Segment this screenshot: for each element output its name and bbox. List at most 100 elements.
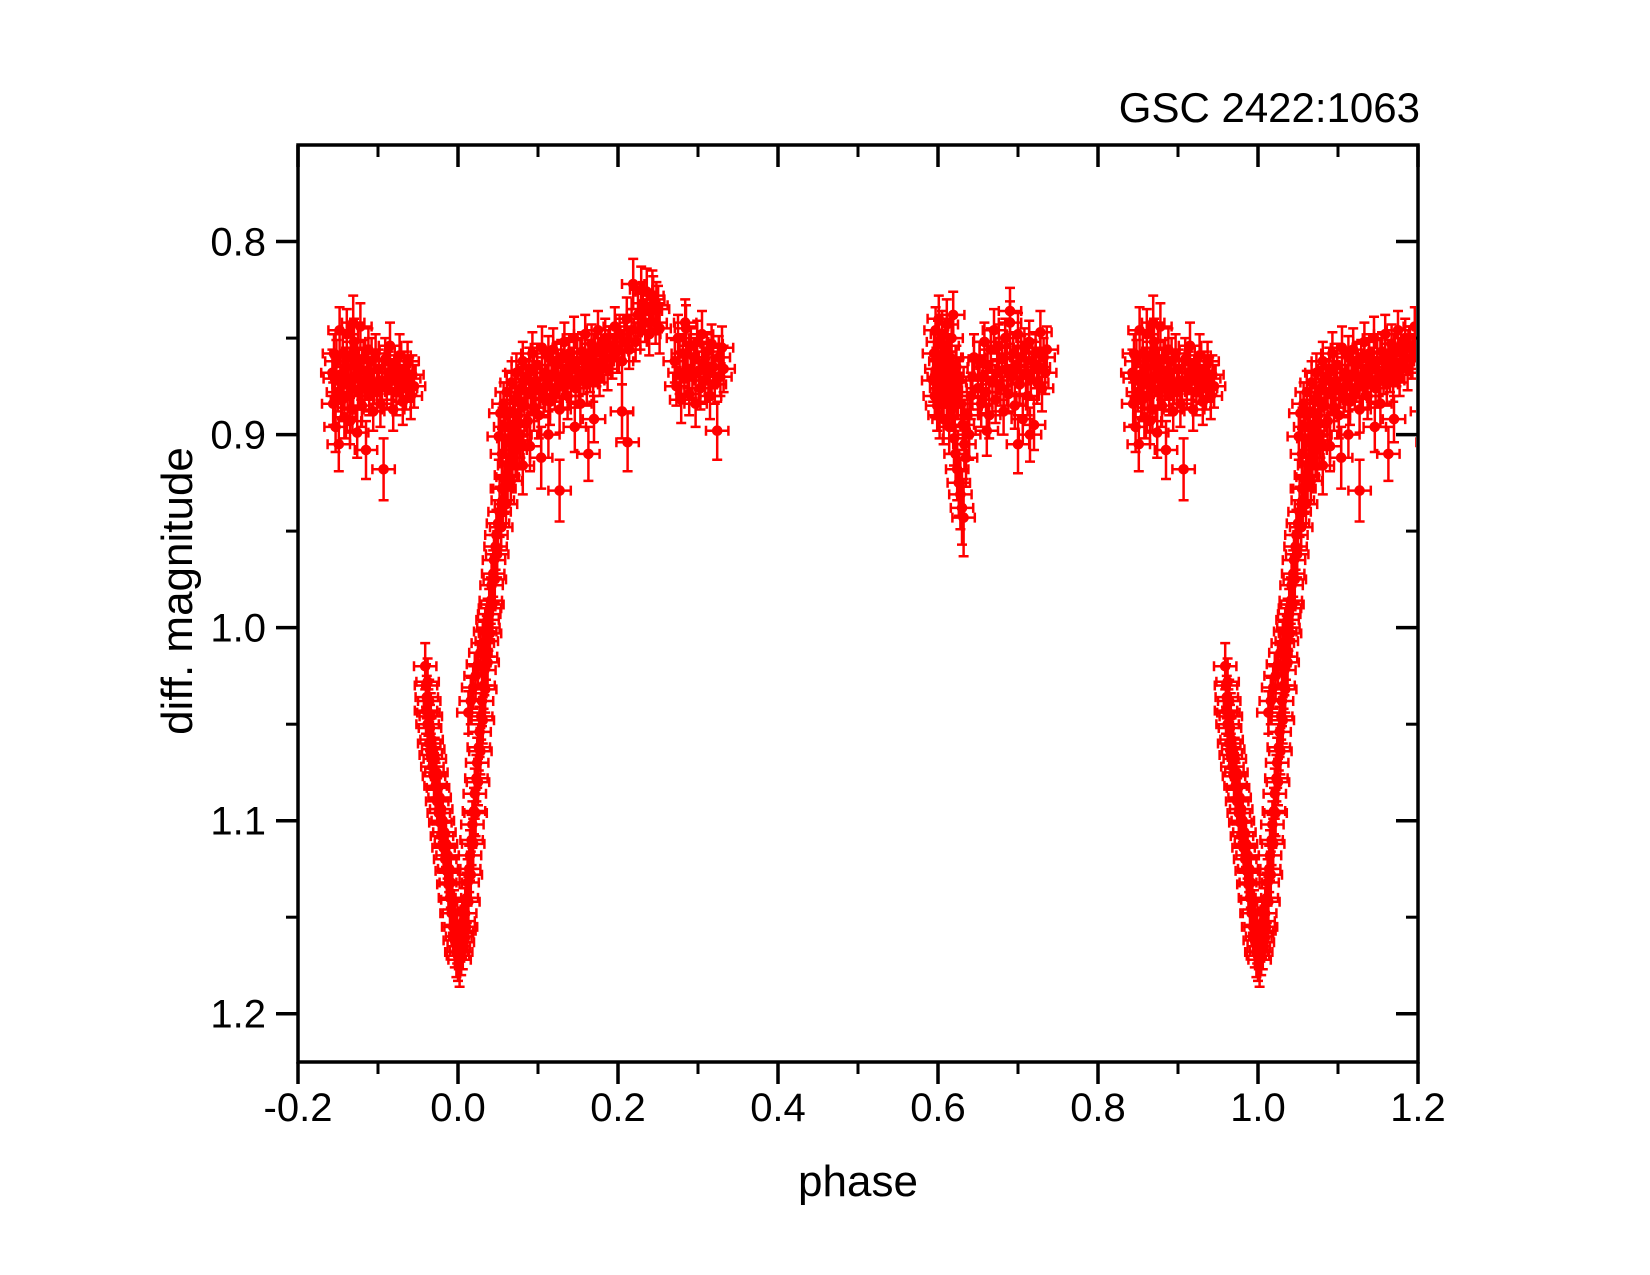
error-bar [1436, 269, 1458, 315]
data-point [630, 336, 641, 348]
data-point [1133, 438, 1145, 450]
data-point [1375, 398, 1386, 410]
data-point [517, 460, 529, 471]
axis-ticks [276, 145, 1420, 1084]
data-point [709, 379, 721, 390]
data-point [1272, 776, 1284, 788]
data-point [711, 425, 723, 437]
data-point [569, 421, 581, 433]
error-bar [1429, 311, 1451, 350]
data-point [575, 398, 586, 410]
y-tick-label: 1.2 [210, 993, 266, 1037]
data-point [351, 427, 363, 438]
data-point [1435, 325, 1446, 336]
data-point [1041, 344, 1053, 355]
data-point [477, 715, 489, 726]
data-point [1289, 574, 1301, 585]
data-point [616, 406, 628, 417]
data-point [1426, 325, 1437, 336]
data-point [1277, 715, 1289, 726]
error-bar [1415, 437, 1416, 448]
data-point [543, 429, 554, 440]
data-point [489, 574, 501, 585]
data-point [1335, 452, 1347, 464]
error-bar [1422, 259, 1444, 309]
data-point [588, 413, 600, 425]
data-point [963, 429, 975, 440]
data-point [496, 483, 508, 494]
data-point [1324, 440, 1336, 452]
data-point [1388, 413, 1400, 425]
data-point [1284, 603, 1296, 614]
y-tick-label: 0.9 [210, 414, 266, 458]
x-tick-label: 0.0 [430, 1086, 486, 1130]
data-point [1354, 485, 1365, 496]
data-point [1151, 427, 1163, 438]
data-point [1436, 285, 1447, 296]
axis-tick-labels: -0.2 0.0 0.2 0.4 0.6 0.8 1.0 1.2 0.8 0.9 1.0 1.1 1.2 [210, 221, 1445, 1131]
error-bar [1427, 294, 1449, 336]
data-point [344, 415, 356, 427]
data-point [482, 614, 493, 626]
data-point [360, 444, 372, 456]
data-point [445, 877, 457, 888]
error-bar [1434, 303, 1456, 342]
y-tick-label: 0.8 [210, 221, 266, 265]
error-bar [1420, 309, 1442, 352]
error-bar [1418, 330, 1440, 369]
data-point [718, 363, 729, 375]
data-point [1035, 327, 1046, 338]
data-point [651, 299, 662, 311]
data-point [524, 440, 536, 452]
data-point [378, 464, 389, 475]
data-point [535, 452, 547, 464]
y-axis-label: diff. magnitude [153, 447, 202, 735]
data-point [333, 438, 345, 450]
data-point [1317, 460, 1329, 471]
y-tick-label: 1.0 [210, 607, 266, 651]
data-point [467, 838, 479, 850]
data-point [355, 321, 366, 332]
x-tick-label: 0.6 [910, 1086, 966, 1130]
data-point [958, 512, 969, 523]
data-point [956, 502, 968, 514]
error-bar [1432, 282, 1454, 324]
data-point [475, 745, 486, 757]
data-point [947, 309, 959, 321]
data-point [1028, 419, 1040, 431]
data-point [1014, 379, 1025, 390]
data-point [472, 776, 484, 788]
data-point [1155, 321, 1166, 332]
data-point [1208, 381, 1220, 392]
data-point [1222, 676, 1233, 687]
data-point [1328, 402, 1340, 413]
data-point [1275, 745, 1286, 757]
data-point [1178, 464, 1189, 475]
data-point [1440, 317, 1451, 328]
data-point [422, 676, 433, 687]
data-point [716, 342, 728, 354]
x-tick-label: 0.2 [590, 1086, 646, 1130]
data-point [1343, 429, 1354, 440]
data-point [1442, 286, 1453, 297]
data-point [704, 390, 716, 402]
data-point [407, 369, 418, 381]
x-tick-label: 1.0 [1230, 1086, 1286, 1130]
data-point [1300, 469, 1312, 481]
data-point [647, 290, 658, 301]
data-point [583, 448, 594, 460]
data-point [1245, 877, 1257, 888]
plot-frame [296, 143, 1420, 1064]
data-point [1383, 448, 1394, 460]
x-tick-label: -0.2 [264, 1086, 333, 1130]
data-point [544, 396, 556, 408]
data-point [500, 469, 512, 481]
data-point [1414, 330, 1416, 339]
data-point [1207, 369, 1218, 381]
chart-title: GSC 2422:1063 [1118, 84, 1420, 131]
data-point [981, 425, 993, 437]
data-point [1422, 313, 1433, 324]
x-tick-label: 0.8 [1070, 1086, 1126, 1130]
x-tick-label: 0.4 [750, 1086, 806, 1130]
